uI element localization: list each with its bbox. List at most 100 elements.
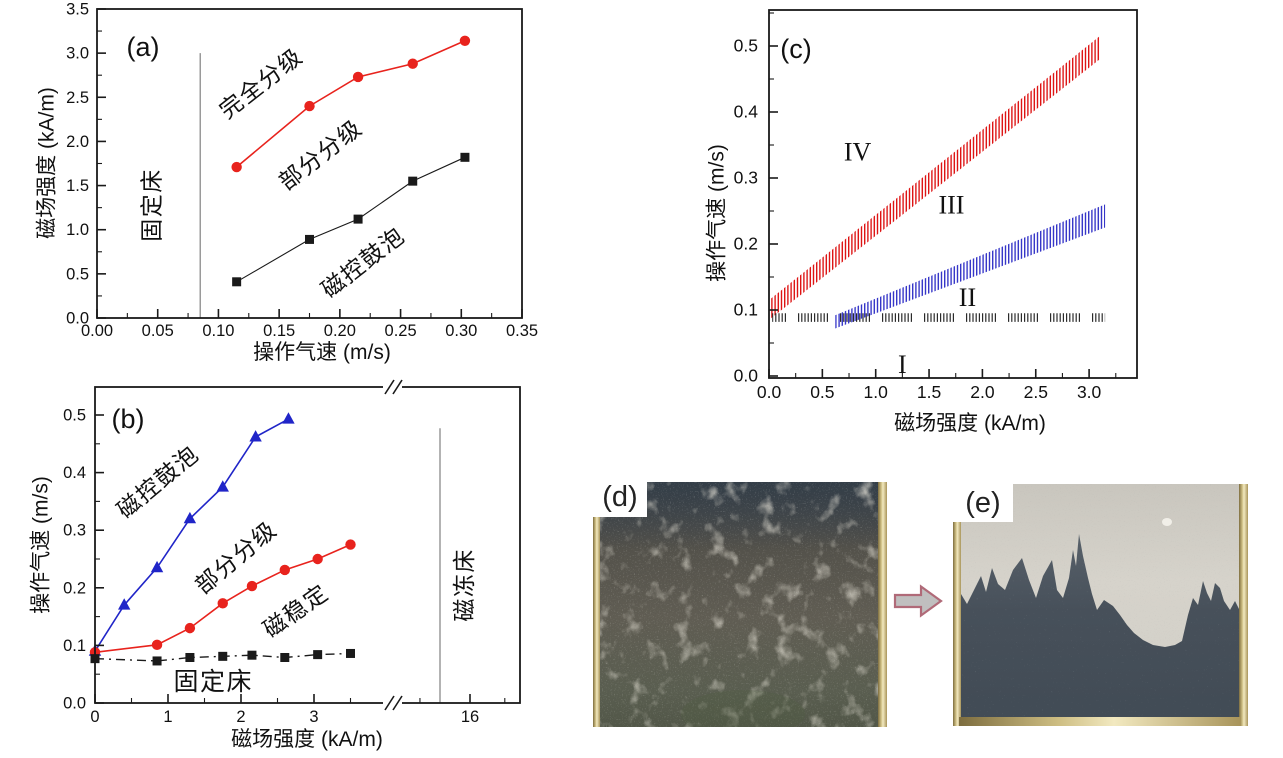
region-label: I [898, 350, 907, 379]
y-tick-label: 0.5 [734, 36, 758, 56]
plot-area-b [95, 387, 520, 703]
photo-d-left-rail [593, 482, 600, 727]
panel-letter-c: (c) [780, 34, 811, 64]
y-tick-label: 0.4 [734, 102, 759, 122]
x-tick-label: 0.30 [445, 322, 477, 340]
chart-panel-b: 0 1 2 3 160.00.10.20.30.40.5磁控鼓泡部分分级磁稳定固定床磁冻… [29, 379, 521, 751]
photo-e-left-rail [953, 484, 961, 726]
x-tick-label: 0.00 [81, 322, 113, 340]
x-axis-title-c: 磁场强度 (kA/m) [894, 412, 1046, 435]
x-tick-label: 1 [163, 708, 172, 726]
y-tick-label: 0.0 [66, 310, 89, 328]
photo-e-image [953, 484, 1248, 726]
y-tick-label: 0.2 [734, 234, 758, 254]
x-axis-title-a: 操作气速 (m/s) [253, 341, 391, 364]
x-tick-label: 1.5 [917, 382, 941, 402]
right-arrow-shape [893, 584, 943, 618]
data-point [279, 564, 290, 576]
y-tick-label: 0.2 [63, 579, 86, 597]
y-tick-label: 3.5 [66, 0, 89, 18]
transition-arrow [892, 580, 944, 622]
x-tick-label: 0.20 [324, 322, 356, 340]
axis-break-slash [392, 379, 403, 395]
y-tick-label: 2.0 [66, 133, 89, 151]
data-point [352, 71, 364, 83]
x-tick-label: 0 [90, 708, 99, 726]
x-tick-label: 2.5 [1024, 382, 1048, 402]
data-point [346, 648, 355, 658]
x-tick-label: 0.5 [810, 382, 834, 402]
photo-d-image [593, 482, 887, 727]
x-tick-label: 2 [236, 708, 245, 726]
photo-e-right-rail [1239, 484, 1248, 726]
boundary-band-c-1 [835, 204, 1106, 329]
photo-e-bottom-rail [959, 717, 1241, 726]
data-point [152, 656, 162, 666]
x-tick-label: 0.0 [757, 382, 782, 402]
x-tick-label: 0.05 [142, 322, 174, 340]
axis-break-slash [384, 695, 395, 711]
data-point [183, 511, 197, 524]
data-point [184, 622, 196, 634]
photo-d-grain-dark [593, 482, 887, 727]
x-tick-label: 1.0 [864, 382, 889, 402]
y-tick-label: 0.3 [63, 522, 86, 540]
x-tick-label: 0.25 [385, 322, 417, 340]
axis-frame-c [768, 9, 1138, 379]
y-tick-label: 0.1 [734, 300, 758, 320]
data-point [217, 598, 228, 609]
data-point [305, 234, 315, 244]
x-tick-label: 0.35 [506, 322, 538, 340]
y-axis-title-a: 磁场强度 (kA/m) [35, 87, 58, 239]
boundary-band-c-0 [769, 36, 1100, 320]
panel-label-d-text: (d) [602, 482, 638, 513]
data-point [246, 580, 258, 592]
data-point [247, 650, 257, 660]
data-point [216, 480, 229, 492]
data-point [459, 35, 471, 46]
data-point [151, 639, 163, 651]
region-label: II [959, 283, 976, 312]
y-tick-label: 0.1 [63, 637, 86, 655]
data-point [150, 560, 164, 573]
data-point [345, 539, 356, 550]
data-point [249, 430, 262, 442]
y-tick-label: 2.5 [66, 89, 89, 107]
panel-label-e: (e) [953, 484, 1013, 522]
photo-d-right-rail [878, 482, 887, 727]
y-tick-label: 0.0 [63, 695, 86, 713]
data-point [304, 100, 315, 112]
axis-break-slash [392, 695, 403, 711]
region-label: 固定床 [174, 668, 254, 696]
data-point [218, 651, 228, 661]
data-point [231, 161, 242, 173]
photo-d-green-tint [681, 690, 805, 727]
data-point [408, 176, 418, 186]
y-tick-label: 0.4 [63, 464, 86, 482]
y-tick-label: 0.5 [63, 407, 86, 425]
y-tick-label: 0.5 [66, 265, 89, 283]
panel-letter-b: (b) [112, 404, 145, 434]
y-tick-label: 3.0 [66, 45, 89, 63]
data-point [407, 58, 418, 69]
y-tick-label: 0.3 [734, 168, 758, 188]
x-tick-label: 3.0 [1077, 382, 1102, 402]
y-tick-label: 1.0 [66, 221, 89, 239]
right-arrow-icon [893, 584, 943, 618]
x-tick-label: 2.0 [970, 382, 995, 402]
photo-panel-d: (d) [593, 482, 887, 727]
series-line-b-1 [94, 543, 351, 654]
y-tick-label: 0.0 [734, 366, 759, 386]
y-axis-title-c: 操作气速 (m/s) [705, 144, 728, 282]
data-point [185, 652, 195, 662]
region-label: 磁冻床 [451, 548, 477, 622]
data-point [282, 412, 295, 424]
x-tick-label: 16 [461, 708, 479, 726]
x-tick-label: 0.10 [202, 322, 234, 340]
x-tick-label: 0.15 [263, 322, 295, 340]
x-axis-title-b: 磁场强度 (kA/m) [231, 728, 383, 751]
y-tick-label: 1.5 [66, 177, 89, 195]
axis-frame-b [94, 386, 521, 704]
